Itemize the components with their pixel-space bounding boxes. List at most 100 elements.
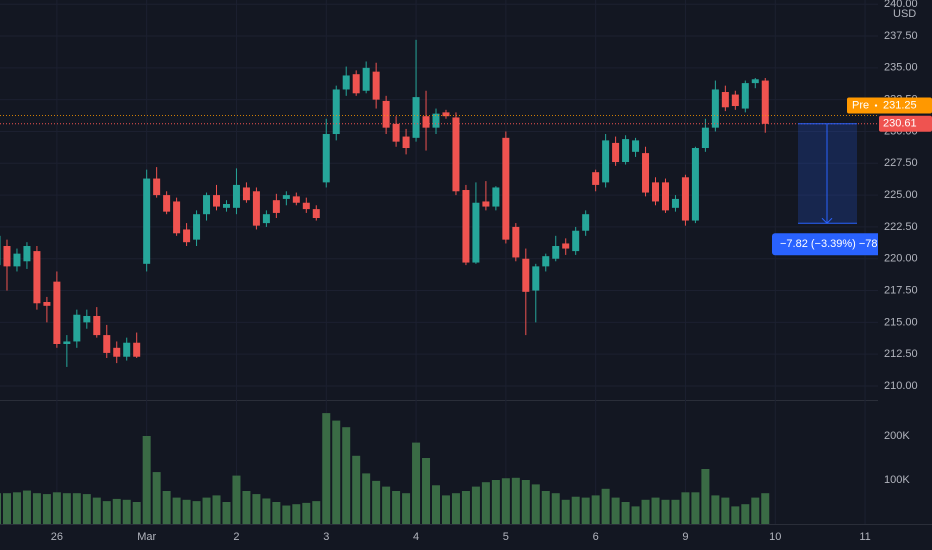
grid (0, 0, 932, 525)
candle-body (53, 281, 61, 345)
candle-body (761, 80, 769, 124)
volume-bar (521, 479, 530, 524)
x-tick-label: 6 (593, 531, 599, 543)
candle-body (392, 123, 400, 142)
candle-body (552, 246, 560, 259)
candle-body (203, 195, 211, 215)
volume-bar (531, 484, 540, 524)
volume-bar (721, 497, 730, 524)
x-tick-label: Mar (137, 531, 156, 543)
volume-bar (701, 468, 710, 524)
x-tick-label: 2 (233, 531, 239, 543)
candle-body (342, 75, 350, 90)
volume-bar (661, 499, 670, 524)
volume-bar (282, 505, 291, 524)
volume-bar (691, 492, 700, 524)
volume-bar (232, 475, 241, 524)
volume-bar (322, 413, 331, 524)
volume-bar (571, 496, 580, 524)
volume-bar (22, 490, 31, 524)
x-tick-label: 9 (682, 531, 688, 543)
candle-body (193, 214, 201, 240)
currency-label: USD (893, 8, 916, 20)
volume-bar (12, 492, 21, 524)
volume-bar (561, 499, 570, 524)
y-tick-label: 237.50 (884, 30, 918, 42)
volume-bar (132, 501, 141, 524)
volume-bar (202, 497, 211, 524)
candle-body (73, 314, 81, 342)
volume-bar (511, 477, 520, 524)
volume-bar (252, 494, 261, 524)
volume-bar (112, 498, 121, 524)
candle-body (542, 256, 550, 267)
candle-body (113, 347, 121, 357)
volume-bar (122, 499, 131, 524)
volume-bar (0, 493, 2, 524)
candle-body (3, 246, 11, 267)
y-tick-label: 227.50 (884, 157, 918, 169)
volume-bar (392, 490, 401, 524)
volume-bar (412, 442, 421, 524)
volume-bar (192, 501, 201, 524)
volume-bar (501, 478, 510, 524)
candle-body (632, 140, 640, 152)
candle-body (622, 139, 630, 163)
candle-body (83, 316, 91, 323)
volume-bar (332, 420, 341, 524)
candle-body (312, 209, 320, 219)
volume-bar (441, 495, 450, 524)
volume-bar (591, 495, 600, 524)
candle-body (741, 83, 749, 109)
candle-body (163, 195, 171, 212)
volume-bar (621, 501, 630, 524)
candle-body (681, 177, 689, 221)
candle-body (183, 229, 191, 243)
y-tick-label: 220.00 (884, 253, 918, 265)
volume-bar (451, 493, 460, 524)
candle-body (372, 71, 380, 100)
candle-body (562, 243, 570, 249)
candle-body (731, 94, 739, 107)
candle-body (701, 127, 709, 149)
y-tick-label: 222.50 (884, 221, 918, 233)
volume-bar (471, 486, 480, 524)
pre-price-label: 231.25 (883, 99, 917, 111)
candle-body (661, 182, 669, 211)
y-tick-label: 217.50 (884, 284, 918, 296)
measure-label-box (772, 233, 878, 256)
candle-body (492, 187, 500, 207)
volume-bar (352, 455, 361, 524)
volume-bar (42, 494, 51, 524)
volume-bar (52, 492, 61, 524)
volume-bar (711, 495, 720, 524)
volume-bar (641, 499, 650, 524)
volume-bar (102, 501, 111, 524)
candle-body (711, 89, 719, 128)
candle-body (33, 251, 41, 304)
candle-body (213, 195, 221, 207)
volume-bar (72, 493, 81, 524)
x-tick-label: 3 (323, 531, 329, 543)
candle-body (671, 198, 679, 208)
plot: −7.82 (−3.39%) −782 (0, 39, 878, 524)
candle-body (362, 67, 370, 91)
candle-body (252, 191, 260, 226)
pre-price-tag (847, 97, 932, 114)
candle-body (103, 335, 111, 353)
volume-bar (751, 497, 760, 524)
volume-bar (681, 492, 690, 524)
y-tick-label: 240.00 (884, 0, 918, 10)
candle-body (432, 113, 440, 128)
volume-bar (611, 497, 620, 524)
candle-body (63, 341, 71, 345)
volume-bar (461, 490, 470, 524)
volume-bar (551, 493, 560, 524)
volume-bar (432, 485, 441, 524)
candle-body (93, 316, 101, 336)
volume-bar (372, 480, 381, 524)
candle-body (452, 117, 460, 192)
candle-body (532, 266, 540, 291)
y-tick-label: 235.00 (884, 62, 918, 74)
